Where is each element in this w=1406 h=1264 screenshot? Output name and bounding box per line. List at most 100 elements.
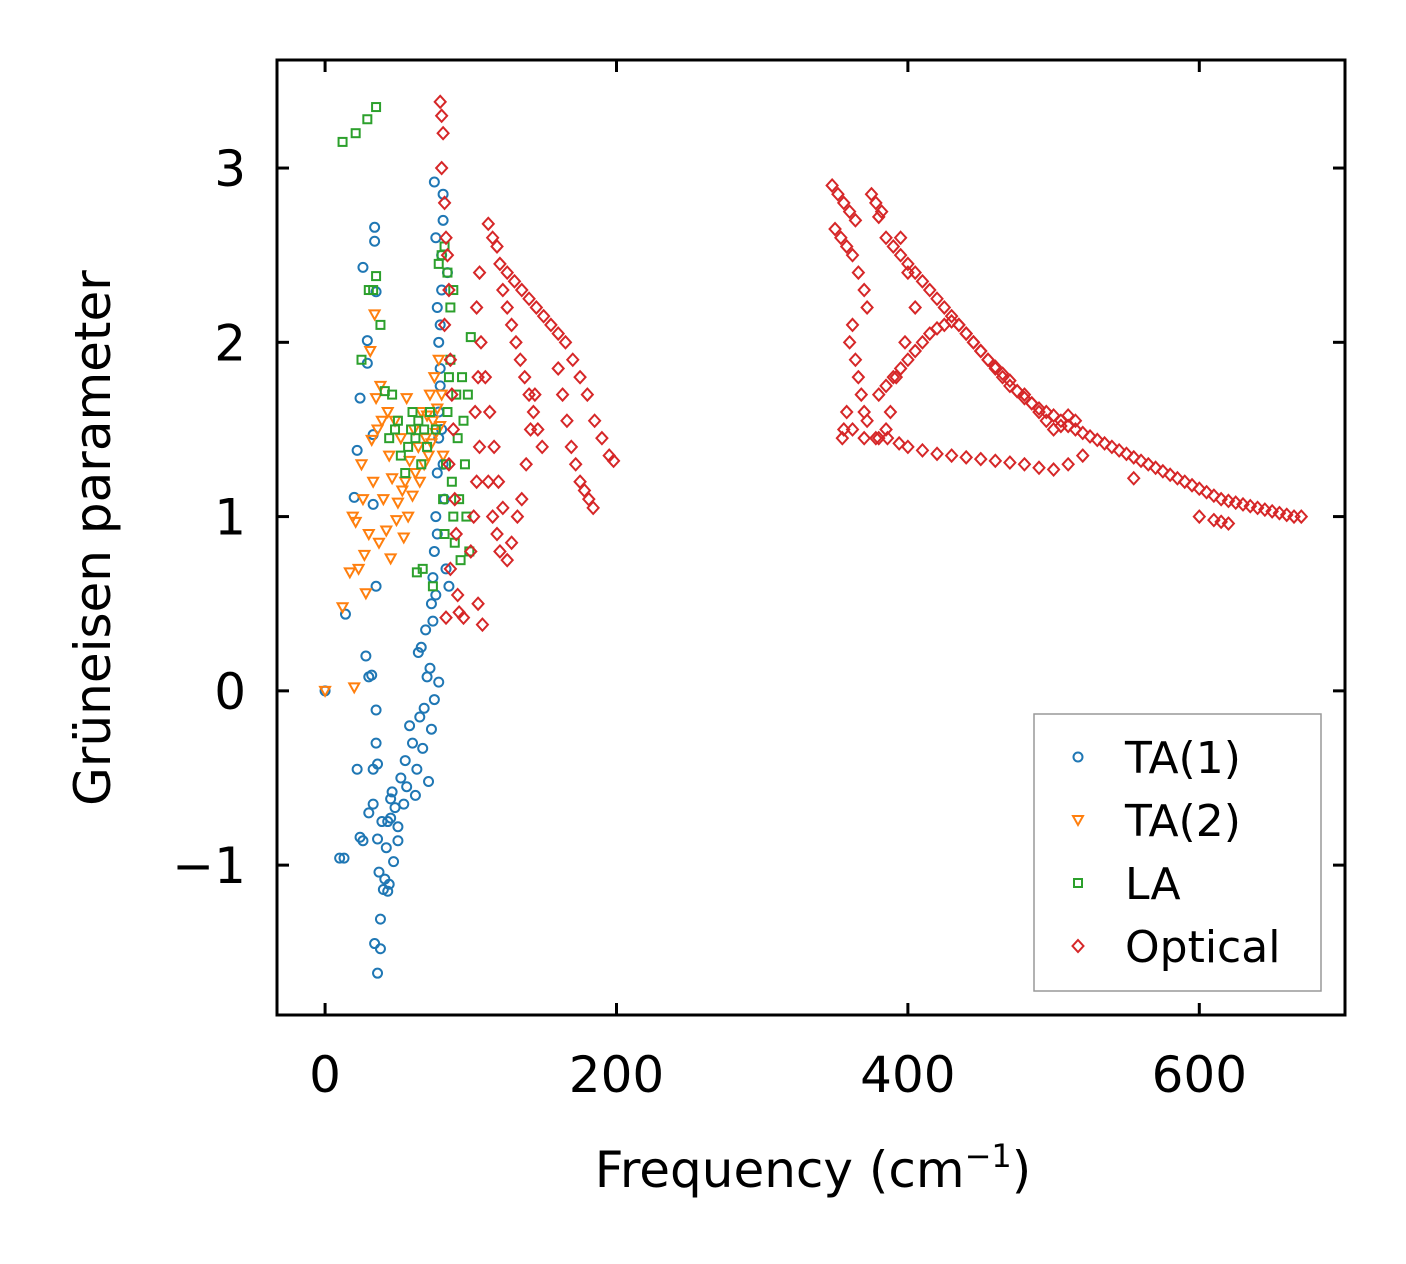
data-point-optical xyxy=(1279,507,1294,523)
data-point-ta-2 xyxy=(354,459,369,472)
data-point-optical xyxy=(952,317,966,333)
data-point-optical xyxy=(851,369,866,385)
data-point-ta-2 xyxy=(399,393,414,406)
data-point-optical xyxy=(937,317,952,333)
legend-label-optical: Optical xyxy=(1125,922,1280,973)
legend-marker-optical xyxy=(1071,938,1085,954)
data-point-ta-1 xyxy=(334,852,346,864)
data-point-optical xyxy=(1148,460,1163,476)
data-point-la xyxy=(416,459,427,470)
data-point-la xyxy=(448,285,459,296)
data-point-optical xyxy=(500,299,515,315)
data-point-optical xyxy=(474,334,488,350)
data-point-optical xyxy=(886,238,901,254)
data-point-optical xyxy=(551,360,566,376)
series-la xyxy=(337,102,476,592)
data-point-optical xyxy=(565,352,580,368)
data-point-optical xyxy=(1112,442,1127,458)
data-point-optical xyxy=(504,535,519,551)
data-point-optical xyxy=(544,317,558,333)
data-point-optical xyxy=(1061,418,1076,434)
data-point-optical xyxy=(472,439,487,455)
data-point-optical xyxy=(973,343,988,359)
data-point-optical xyxy=(442,282,456,298)
data-point-ta-2 xyxy=(408,468,423,481)
data-point-optical xyxy=(485,230,500,246)
data-point-ta-1 xyxy=(409,789,421,801)
data-point-optical xyxy=(1032,460,1046,476)
data-point-optical xyxy=(514,491,529,507)
data-point-ta-1 xyxy=(385,793,397,805)
data-point-ta-1 xyxy=(404,720,416,732)
data-point-ta-1 xyxy=(372,758,384,770)
data-point-ta-1 xyxy=(382,885,394,897)
data-point-ta-2 xyxy=(375,415,389,428)
data-point-optical xyxy=(1090,432,1105,448)
data-point-ta-2 xyxy=(347,682,361,695)
data-point-ta-1 xyxy=(385,812,397,824)
data-point-optical xyxy=(834,230,848,246)
y-axis-label: Grüneisen parameter xyxy=(64,270,122,806)
data-point-optical xyxy=(447,491,462,507)
data-point-optical xyxy=(901,439,915,455)
data-point-la xyxy=(443,372,454,383)
data-point-optical xyxy=(908,343,923,359)
data-point-optical xyxy=(860,413,874,429)
data-point-optical xyxy=(555,387,570,403)
data-point-optical xyxy=(915,442,930,458)
data-point-la xyxy=(451,389,462,400)
data-point-ta-1 xyxy=(434,362,446,374)
data-point-optical xyxy=(959,326,974,342)
data-point-optical xyxy=(864,186,879,202)
data-point-optical xyxy=(988,359,1003,375)
data-point-optical xyxy=(1097,435,1112,451)
data-point-optical xyxy=(857,430,872,446)
data-point-optical xyxy=(1134,453,1148,469)
data-point-optical xyxy=(442,456,456,472)
data-point-optical xyxy=(966,334,981,350)
legend-marker-la xyxy=(1073,878,1083,888)
data-point-optical xyxy=(836,421,851,437)
data-point-ta-1 xyxy=(369,235,381,247)
data-point-ta-1 xyxy=(420,624,432,636)
data-point-optical xyxy=(468,404,483,420)
data-point-optical xyxy=(522,387,536,403)
data-point-optical xyxy=(1061,456,1076,472)
data-point-ta-2 xyxy=(424,438,439,451)
data-point-optical xyxy=(449,526,464,542)
x-tick-label: 0 xyxy=(309,1046,341,1104)
data-point-ta-1 xyxy=(383,878,395,890)
data-point-optical xyxy=(848,352,863,368)
data-point-ta-1 xyxy=(414,711,426,723)
data-point-la xyxy=(422,441,433,452)
data-point-ta-2 xyxy=(389,515,404,528)
data-point-ta-2 xyxy=(411,441,426,454)
data-point-ta-1 xyxy=(430,511,442,523)
data-point-ta-1 xyxy=(351,763,363,775)
data-point-optical xyxy=(504,317,519,333)
data-point-ta-2 xyxy=(379,525,393,538)
data-point-ta-1 xyxy=(351,444,363,456)
data-point-la xyxy=(387,389,398,400)
data-point-ta-2 xyxy=(401,511,415,524)
data-point-la xyxy=(454,494,465,505)
data-point-ta-2 xyxy=(398,476,412,489)
legend-label-ta-2: TA(2) xyxy=(1124,796,1241,847)
data-point-ta-1 xyxy=(338,852,350,864)
data-point-optical xyxy=(879,230,893,246)
data-point-ta-2 xyxy=(405,490,420,503)
data-point-optical xyxy=(528,387,542,403)
data-point-la xyxy=(384,433,395,444)
data-point-optical xyxy=(560,413,574,429)
data-point-optical xyxy=(831,186,845,202)
data-point-la xyxy=(445,354,456,365)
data-point-optical xyxy=(568,456,583,472)
data-point-optical xyxy=(1265,503,1280,519)
data-point-optical xyxy=(880,430,895,446)
data-point-optical xyxy=(1294,509,1309,525)
data-point-optical xyxy=(879,378,893,394)
data-point-la xyxy=(445,302,456,313)
data-point-optical xyxy=(514,282,529,298)
data-point-optical xyxy=(915,334,930,350)
data-point-optical xyxy=(1243,498,1258,514)
